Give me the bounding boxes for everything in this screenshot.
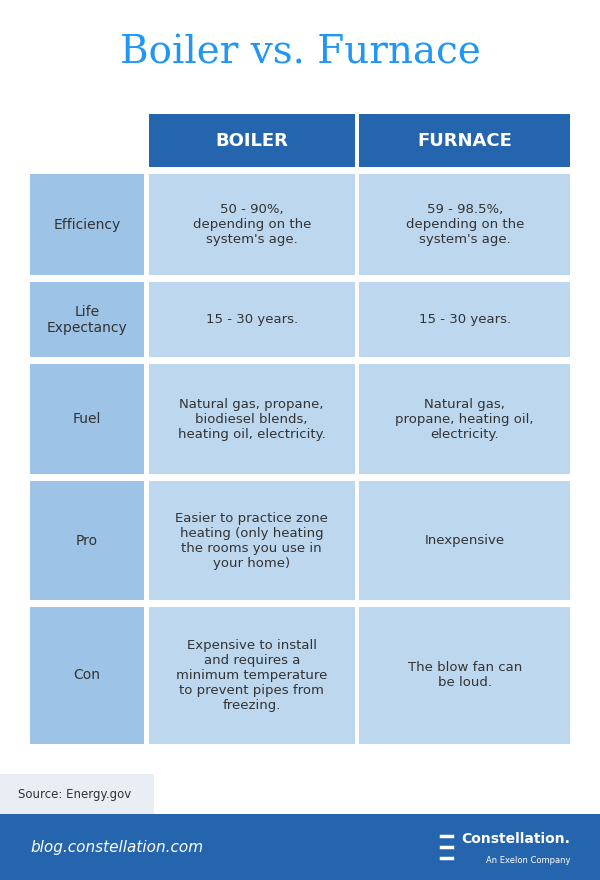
FancyBboxPatch shape	[359, 174, 570, 275]
Text: Natural gas, propane,
biodiesel blends,
heating oil, electricity.: Natural gas, propane, biodiesel blends, …	[178, 398, 326, 441]
FancyBboxPatch shape	[359, 364, 570, 474]
Text: 50 - 90%,
depending on the
system's age.: 50 - 90%, depending on the system's age.	[193, 203, 311, 246]
FancyBboxPatch shape	[149, 481, 355, 600]
FancyBboxPatch shape	[149, 607, 355, 744]
FancyBboxPatch shape	[149, 174, 355, 275]
FancyBboxPatch shape	[30, 481, 144, 600]
FancyBboxPatch shape	[149, 282, 355, 357]
FancyBboxPatch shape	[359, 607, 570, 744]
Text: Constellation.: Constellation.	[461, 832, 570, 846]
Text: Efficiency: Efficiency	[53, 218, 121, 231]
FancyBboxPatch shape	[0, 814, 600, 880]
Text: Easier to practice zone
heating (only heating
the rooms you use in
your home): Easier to practice zone heating (only he…	[175, 512, 328, 569]
FancyBboxPatch shape	[149, 364, 355, 474]
Text: Natural gas,
propane, heating oil,
electricity.: Natural gas, propane, heating oil, elect…	[395, 398, 534, 441]
Text: 15 - 30 years.: 15 - 30 years.	[206, 313, 298, 326]
FancyBboxPatch shape	[0, 774, 154, 814]
Text: Inexpensive: Inexpensive	[425, 534, 505, 547]
Text: Source: Energy.gov: Source: Energy.gov	[18, 788, 131, 801]
Text: The blow fan can
be loud.: The blow fan can be loud.	[407, 662, 522, 689]
FancyBboxPatch shape	[30, 607, 144, 744]
FancyBboxPatch shape	[359, 282, 570, 357]
Text: blog.constellation.com: blog.constellation.com	[30, 840, 203, 854]
Text: 15 - 30 years.: 15 - 30 years.	[419, 313, 511, 326]
Text: Life
Expectancy: Life Expectancy	[47, 304, 127, 335]
FancyBboxPatch shape	[359, 114, 570, 167]
Text: FURNACE: FURNACE	[417, 132, 512, 150]
Text: Boiler vs. Furnace: Boiler vs. Furnace	[119, 34, 481, 71]
Text: Con: Con	[74, 669, 101, 682]
Text: Expensive to install
and requires a
minimum temperature
to prevent pipes from
fr: Expensive to install and requires a mini…	[176, 639, 328, 712]
FancyBboxPatch shape	[30, 364, 144, 474]
Text: An Exelon Company: An Exelon Company	[485, 855, 570, 865]
FancyBboxPatch shape	[30, 174, 144, 275]
FancyBboxPatch shape	[149, 114, 355, 167]
Text: Fuel: Fuel	[73, 413, 101, 426]
Text: Pro: Pro	[76, 534, 98, 547]
FancyBboxPatch shape	[30, 282, 144, 357]
Text: BOILER: BOILER	[215, 132, 288, 150]
FancyBboxPatch shape	[359, 481, 570, 600]
Text: 59 - 98.5%,
depending on the
system's age.: 59 - 98.5%, depending on the system's ag…	[406, 203, 524, 246]
